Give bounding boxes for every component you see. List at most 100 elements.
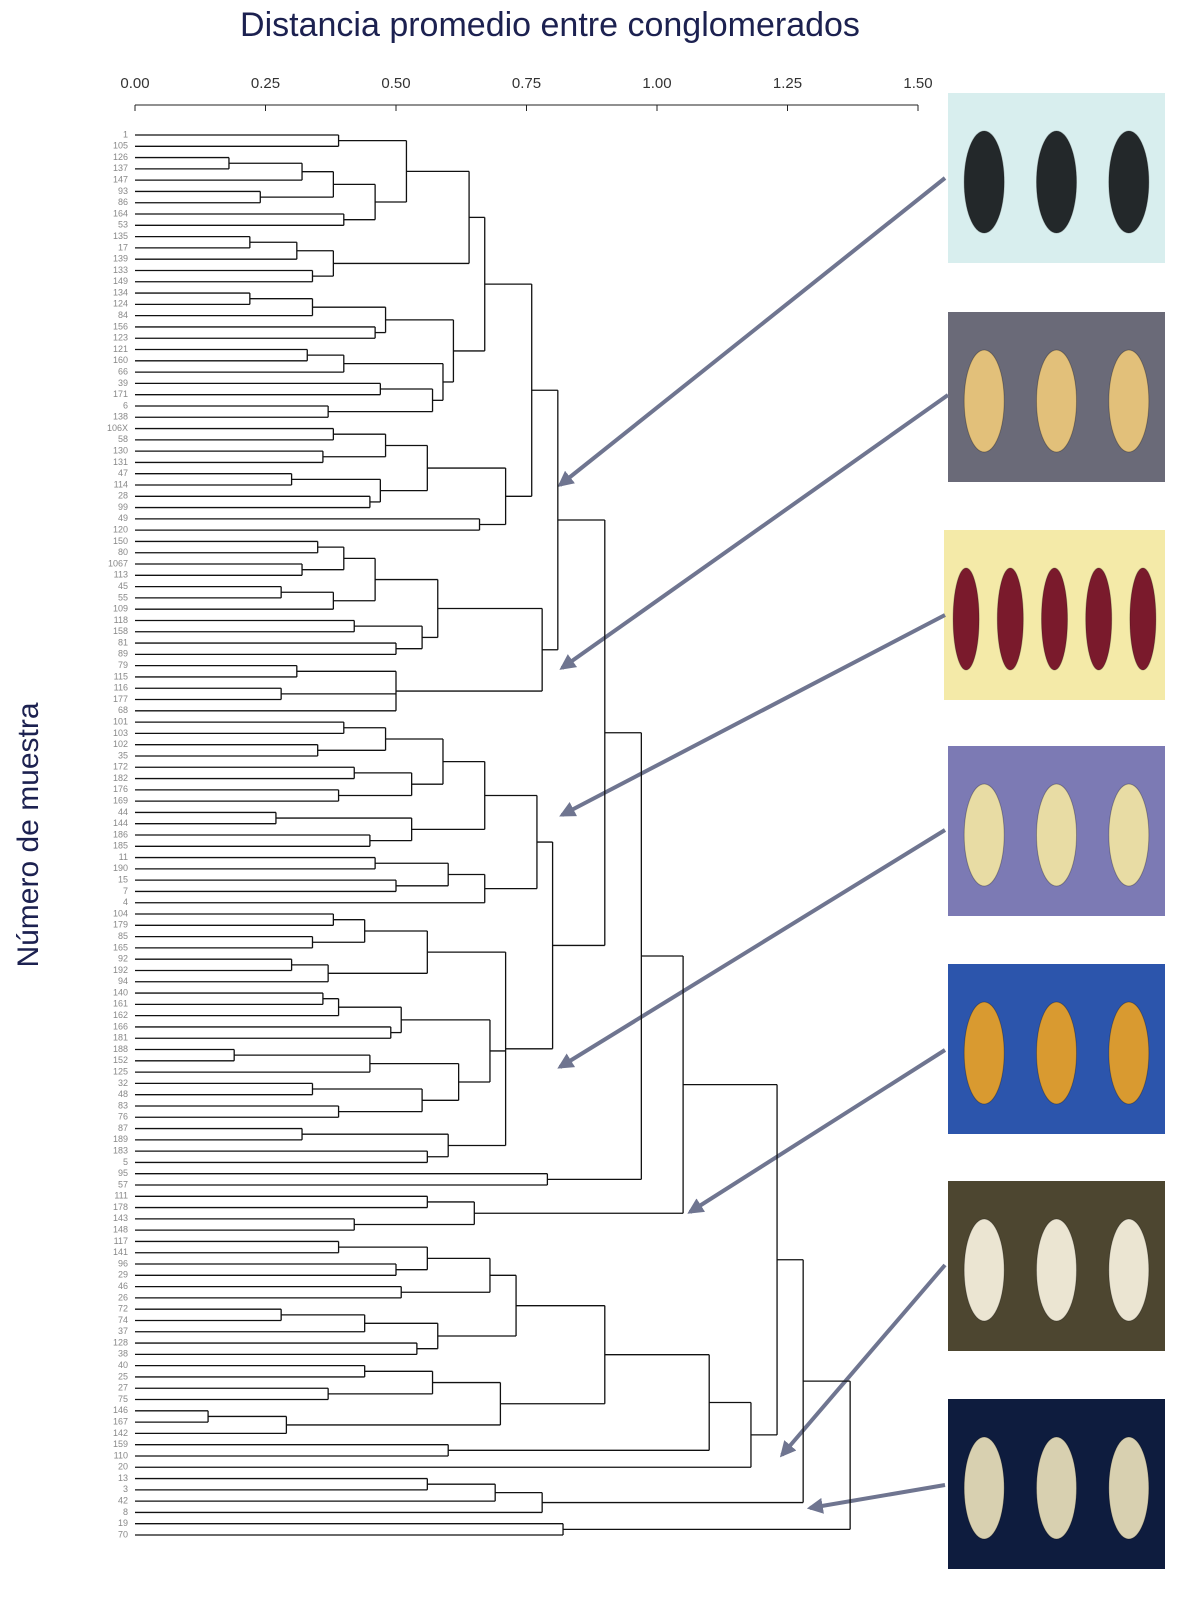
leaf-label: 106X [107, 423, 128, 433]
leaf-label: 104 [113, 908, 128, 918]
leaf-label: 179 [113, 920, 128, 930]
leaf-label: 55 [118, 592, 128, 602]
leaf-label: 109 [113, 604, 128, 614]
leaf-label: 147 [113, 175, 128, 185]
leaf-label: 121 [113, 344, 128, 354]
leaf-label: 148 [113, 1225, 128, 1235]
leaf-label: 1 [123, 129, 128, 139]
leaf-label: 134 [113, 287, 128, 297]
leaf-label: 183 [113, 1146, 128, 1156]
leaf-label: 124 [113, 299, 128, 309]
leaf-label: 99 [118, 502, 128, 512]
leaf-label: 166 [113, 1021, 128, 1031]
leaf-label: 101 [113, 716, 128, 726]
leaf-label: 29 [118, 1270, 128, 1280]
leaf-label: 137 [113, 163, 128, 173]
leaf-label: 79 [118, 660, 128, 670]
leaf-label: 181 [113, 1033, 128, 1043]
leaf-label: 133 [113, 265, 128, 275]
leaf-label: 6 [123, 400, 128, 410]
leaf-label: 120 [113, 525, 128, 535]
leaf-label: 159 [113, 1439, 128, 1449]
corn-cob [963, 783, 1005, 887]
x-tick-label: 1.00 [642, 75, 671, 92]
corn-cob [1036, 349, 1077, 453]
leaf-label: 126 [113, 152, 128, 162]
corn-cob [963, 1436, 1005, 1540]
arrow [687, 1048, 947, 1214]
corn-cob [1085, 567, 1113, 671]
leaf-label: 44 [118, 807, 128, 817]
leaf-label: 146 [113, 1405, 128, 1415]
arrow [806, 1483, 946, 1514]
leaf-label: 47 [118, 468, 128, 478]
arrows [557, 176, 950, 1514]
corn-cob [1108, 783, 1150, 887]
corn-cob [1036, 1218, 1077, 1322]
leaf-label: 156 [113, 321, 128, 331]
leaf-label: 58 [118, 434, 128, 444]
leaf-label: 38 [118, 1349, 128, 1359]
corn-cob [1036, 130, 1077, 234]
leaf-label: 143 [113, 1213, 128, 1223]
leaf-label: 94 [118, 976, 128, 986]
leaf-label: 96 [118, 1258, 128, 1268]
leaf-label: 117 [114, 1236, 128, 1246]
leaf-label: 85 [118, 931, 128, 941]
leaf-label: 139 [113, 254, 128, 264]
corn-cob [996, 567, 1024, 671]
leaf-label: 188 [113, 1044, 128, 1054]
leaf-label: 161 [113, 999, 128, 1009]
leaf-label: 74 [118, 1315, 128, 1325]
chart-title: Distancia promedio entre conglomerados [240, 6, 860, 44]
corn-cob [1036, 1001, 1077, 1105]
leaf-label: 123 [113, 333, 128, 343]
leaf-label: 19 [118, 1518, 128, 1528]
image-panels [944, 93, 1165, 1569]
leaf-label: 128 [113, 1337, 128, 1347]
leaf-label: 186 [113, 829, 128, 839]
leaf-label: 162 [113, 1010, 128, 1020]
corn-cob [1036, 1436, 1077, 1540]
leaf-label: 45 [118, 581, 128, 591]
leaf-label: 26 [118, 1292, 128, 1302]
leaf-label: 15 [118, 875, 128, 885]
leaf-label: 115 [114, 671, 128, 681]
leaf-label: 95 [118, 1168, 128, 1178]
leaf-label: 150 [113, 536, 128, 546]
leaf-label: 66 [118, 366, 128, 376]
leaf-label: 32 [118, 1078, 128, 1088]
leaf-label: 40 [118, 1360, 128, 1370]
corn-cob [1108, 349, 1150, 453]
leaf-label: 113 [114, 570, 128, 580]
leaf-label: 7 [123, 886, 128, 896]
leaf-label: 46 [118, 1281, 128, 1291]
leaf-label: 125 [113, 1066, 128, 1076]
leaf-label: 8 [123, 1507, 128, 1517]
leaf-label: 103 [113, 728, 128, 738]
corn-cob [1108, 1436, 1150, 1540]
leaf-label: 116 [114, 683, 128, 693]
leaf-label: 35 [118, 750, 128, 760]
leaf-label: 4 [123, 897, 128, 907]
leaf-label: 20 [118, 1462, 128, 1472]
leaf-label: 57 [118, 1179, 128, 1189]
leaf-label: 190 [113, 863, 128, 873]
x-tick-label: 0.75 [512, 75, 541, 92]
corn-cob [1129, 567, 1157, 671]
leaf-label: 89 [118, 649, 128, 659]
leaf-label: 152 [113, 1055, 128, 1065]
corn-cob [1036, 783, 1077, 887]
leaf-label: 86 [118, 197, 128, 207]
leaf-label: 87 [118, 1123, 128, 1133]
corn-cob [1041, 567, 1068, 671]
arrow [557, 176, 947, 487]
leaf-label: 92 [118, 954, 128, 964]
leaf-label: 169 [113, 796, 128, 806]
leaf-label: 165 [113, 942, 128, 952]
leaf-label: 182 [113, 773, 128, 783]
corn-cob [963, 349, 1005, 453]
leaf-label: 192 [113, 965, 128, 975]
leaf-label: 39 [118, 378, 128, 388]
